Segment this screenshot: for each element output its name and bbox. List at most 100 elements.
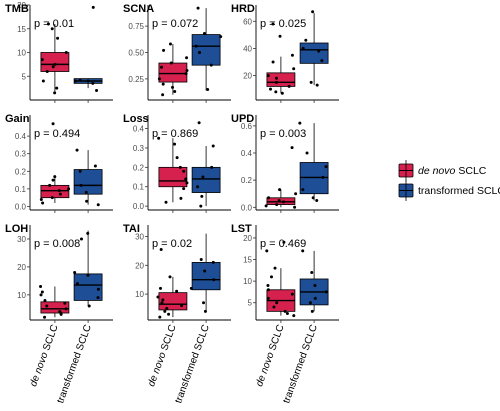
- point-upd-de-novo-sclc-1: [264, 204, 268, 208]
- y-tick-label-loh-1: 20: [17, 263, 26, 272]
- point-gain-transformed-sclc-3: [79, 183, 83, 187]
- point-lst-transformed-sclc-0: [310, 309, 314, 313]
- box-gain-transformed-sclc: [73, 169, 103, 195]
- point-loss-de-novo-sclc-0: [164, 200, 168, 204]
- point-upd-de-novo-sclc-3: [281, 200, 285, 204]
- point-tmb-transformed-sclc-2: [73, 79, 77, 83]
- panel-title-upd: UPD: [231, 113, 254, 125]
- point-loh-de-novo-sclc-3: [58, 310, 62, 314]
- point-gain-de-novo-sclc-7: [51, 178, 55, 182]
- y-tick-label-tmb-2: 15: [17, 25, 26, 34]
- y-tick-label-hrd-2: 60: [243, 17, 252, 26]
- panel-title-loss: Loss: [123, 113, 149, 125]
- y-tick-label-gain-3: 0.3: [15, 150, 27, 159]
- point-gain-de-novo-sclc-2: [50, 196, 54, 200]
- box-scna-de-novo-sclc: [158, 62, 188, 83]
- point-scna-de-novo-sclc-1: [173, 90, 177, 94]
- x-label-col2-de-novo: de novo SCLC: [254, 323, 287, 388]
- box-tmb-de-novo-sclc: [40, 52, 70, 72]
- x-label-italic-col0: de novo: [28, 348, 51, 388]
- point-upd-transformed-sclc-0: [315, 199, 319, 202]
- point-hrd-transformed-sclc-0: [315, 83, 319, 87]
- point-loss-transformed-sclc-6: [197, 121, 201, 125]
- y-tick-label-gain-4: 0.4: [15, 132, 27, 141]
- point-scna-transformed-sclc-5: [202, 32, 206, 35]
- p-value-hrd: p = 0.025: [260, 18, 306, 30]
- point-hrd-transformed-sclc-4: [301, 46, 305, 50]
- point-loh-de-novo-sclc-5: [45, 304, 49, 308]
- point-scna-de-novo-sclc-8: [169, 61, 173, 65]
- point-loh-transformed-sclc-5: [73, 271, 77, 274]
- point-upd-de-novo-sclc-8: [290, 146, 294, 150]
- legend-label-de-novo-italic: de novo: [418, 165, 456, 177]
- x-label-col1-transformed: transformed SCLC: [173, 323, 212, 405]
- panel-title-tmb: TMB: [5, 3, 29, 15]
- point-upd-transformed-sclc-6: [298, 121, 302, 125]
- x-label-text-col1-0: SCLC: [159, 323, 178, 352]
- point-loss-transformed-sclc-1: [200, 194, 204, 198]
- point-scna-de-novo-sclc-11: [168, 42, 172, 46]
- point-loh-transformed-sclc-3: [75, 282, 79, 286]
- point-tmb-de-novo-sclc-0: [53, 91, 57, 95]
- x-label-col0-transformed: transformed SCLC: [55, 323, 94, 405]
- point-tai-de-novo-sclc-4: [180, 304, 184, 308]
- point-tmb-de-novo-sclc-5: [53, 62, 57, 66]
- y-tick-label-gain-1: 0.1: [15, 185, 27, 194]
- point-gain-transformed-sclc-0: [96, 203, 100, 207]
- legend-label-transformed: transformed SCLC: [418, 185, 500, 197]
- y-tick-label-lst-0: 5: [248, 299, 253, 308]
- point-tai-transformed-sclc-4: [203, 269, 207, 273]
- point-loh-de-novo-sclc-9: [40, 290, 44, 294]
- point-hrd-de-novo-sclc-2: [269, 87, 273, 91]
- p-value-gain: p = 0.494: [34, 128, 80, 140]
- point-tmb-transformed-sclc-5: [91, 5, 95, 9]
- point-loss-de-novo-sclc-5: [182, 169, 186, 173]
- point-lst-de-novo-sclc-7: [266, 288, 270, 292]
- y-tick-label-lst-3: 20: [243, 234, 252, 243]
- point-hrd-de-novo-sclc-0: [280, 91, 284, 95]
- x-label-text-col0-0: SCLC: [41, 323, 60, 352]
- point-tmb-transformed-sclc-1: [91, 81, 95, 85]
- box-loss-de-novo-sclc: [158, 166, 188, 188]
- point-hrd-de-novo-sclc-3: [287, 84, 291, 88]
- point-loh-transformed-sclc-6: [79, 237, 83, 241]
- x-label-text-col0-1: transformed SCLC: [55, 323, 94, 405]
- point-tmb-transformed-sclc-4: [78, 78, 82, 82]
- p-value-tmb: p = 0.01: [34, 18, 74, 30]
- point-hrd-transformed-sclc-2: [320, 59, 324, 63]
- point-tmb-de-novo-sclc-10: [46, 22, 50, 26]
- point-loss-de-novo-sclc-4: [184, 177, 188, 181]
- point-tmb-de-novo-sclc-1: [55, 86, 59, 90]
- point-scna-transformed-sclc-0: [206, 87, 210, 91]
- point-loss-de-novo-sclc-1: [179, 196, 183, 200]
- point-tai-de-novo-sclc-5: [160, 301, 164, 305]
- point-lst-de-novo-sclc-3: [272, 305, 276, 309]
- x-label-col2-transformed: transformed SCLC: [281, 323, 320, 405]
- panel-title-gain: Gain: [5, 113, 30, 125]
- x-label-text-col2-0: SCLC: [267, 323, 286, 352]
- y-tick-label-loss-2: 0.2: [133, 163, 145, 172]
- box-tai-de-novo-sclc: [158, 292, 188, 311]
- p-value-lst: p = 0.469: [260, 238, 306, 250]
- point-tmb-de-novo-sclc-9: [50, 27, 54, 31]
- point-tai-de-novo-sclc-8: [175, 289, 179, 293]
- y-tick-label-lst-2: 15: [243, 256, 252, 265]
- point-upd-de-novo-sclc-0: [293, 205, 297, 209]
- p-value-scna: p = 0.072: [152, 18, 198, 30]
- point-tmb-de-novo-sclc-7: [64, 51, 68, 54]
- legend-label-de-novo-text: SCLC: [458, 165, 486, 177]
- point-loss-de-novo-sclc-2: [182, 187, 186, 191]
- point-lst-de-novo-sclc-12: [282, 240, 286, 244]
- point-gain-transformed-sclc-2: [84, 190, 88, 194]
- point-scna-transformed-sclc-1: [209, 63, 213, 67]
- panel-title-tai: TAI: [123, 223, 140, 235]
- point-scna-de-novo-sclc-7: [160, 65, 164, 69]
- point-hrd-transformed-sclc-1: [309, 80, 313, 84]
- p-value-loss: p = 0.869: [152, 128, 198, 140]
